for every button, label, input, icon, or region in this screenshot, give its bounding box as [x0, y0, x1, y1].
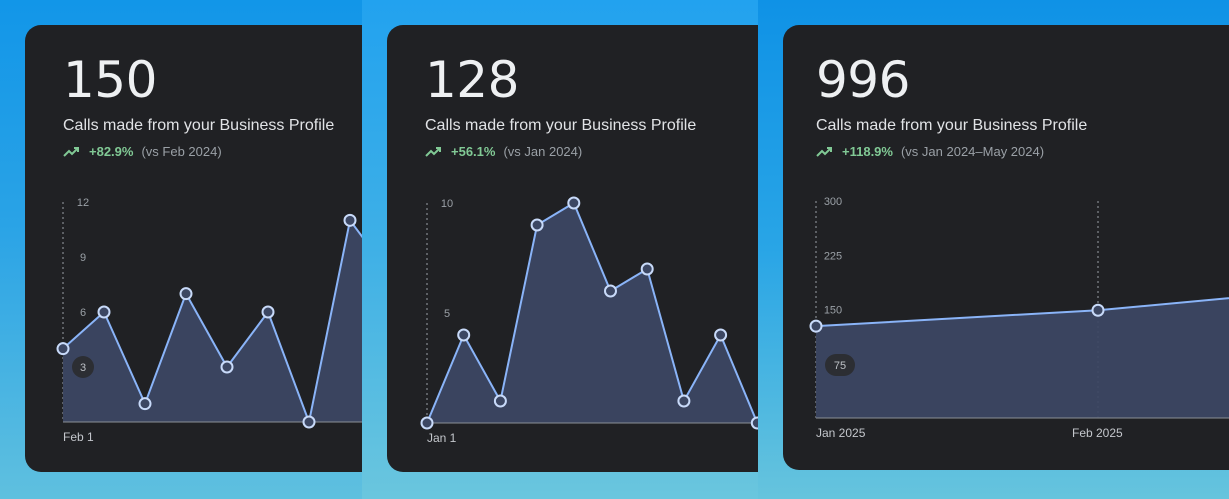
data-point[interactable]: [604, 284, 617, 298]
data-point[interactable]: [809, 319, 823, 333]
data-point[interactable]: [457, 328, 471, 342]
comparison-period: (vs Jan 2024–May 2024): [900, 144, 1045, 159]
data-point[interactable]: [493, 394, 507, 408]
area-fill: [63, 220, 362, 422]
data-point[interactable]: [677, 394, 691, 408]
x-tick-label: Feb 2025: [1072, 426, 1123, 440]
data-point[interactable]: [138, 397, 152, 411]
card-subtitle: Calls made from your Business Profile: [816, 117, 1088, 134]
calls-chart: 150 225 300 Jan 2025 Feb 2025 75: [809, 196, 1229, 440]
x-tick-label: Jan 2025: [816, 426, 866, 440]
card-subtitle: Calls made from your Business Profile: [425, 117, 697, 134]
value-badge-label: 3: [80, 362, 86, 374]
data-point[interactable]: [97, 305, 111, 319]
y-tick-label: 150: [824, 305, 842, 317]
trending-up-icon: [425, 146, 441, 157]
data-point[interactable]: [714, 328, 728, 342]
calls-chart: 5 10 Jan 1: [420, 196, 758, 445]
data-point[interactable]: [530, 218, 544, 232]
comparison-period: (vs Feb 2024): [141, 144, 222, 159]
series-line: [426, 201, 758, 424]
change-percent: +56.1%: [451, 144, 496, 159]
change-percent: +118.9%: [842, 144, 893, 159]
calls-card: 150 Calls made from your Business Profil…: [25, 25, 362, 472]
value-badge: [72, 356, 94, 378]
data-point[interactable]: [220, 360, 234, 374]
y-tick-label: 6: [80, 307, 86, 319]
calls-card: 128 Calls made from your Business Profil…: [387, 25, 758, 472]
y-tick-label: 12: [77, 197, 89, 209]
card-subtitle: Calls made from your Business Profile: [63, 117, 335, 134]
y-tick-label: 300: [824, 196, 842, 208]
panel-calls-jan: 128 Calls made from your Business Profil…: [362, 0, 758, 499]
y-tick-label: 9: [80, 252, 86, 264]
trending-up-icon: [63, 146, 79, 157]
data-point[interactable]: [750, 416, 758, 430]
panel-calls-feb: 150 Calls made from your Business Profil…: [0, 0, 362, 499]
trending-up-icon: [816, 146, 832, 157]
panel-calls-monthly: 996 Calls made from your Business Profil…: [758, 0, 1229, 499]
calls-card: 996 Calls made from your Business Profil…: [783, 25, 1229, 470]
data-point[interactable]: [1091, 303, 1105, 317]
area-fill: [427, 203, 758, 423]
comparison-period: (vs Jan 2024): [503, 144, 583, 159]
value-badge: [825, 354, 855, 376]
data-point[interactable]: [56, 342, 70, 356]
data-point[interactable]: [640, 262, 654, 276]
y-tick-label: 5: [444, 308, 450, 320]
value-badge-label: 75: [834, 360, 846, 372]
data-point[interactable]: [261, 305, 275, 319]
y-tick-label: 225: [824, 250, 842, 262]
y-tick-label: 10: [441, 198, 453, 210]
calls-count: 996: [816, 51, 910, 109]
data-point[interactable]: [179, 287, 193, 301]
x-tick-label: Feb 1: [63, 430, 94, 444]
data-point[interactable]: [567, 196, 581, 210]
calls-count: 128: [425, 51, 519, 109]
x-tick-label: Jan 1: [427, 431, 457, 445]
trend-row: +56.1% (vs Jan 2024): [425, 144, 582, 159]
data-point[interactable]: [343, 213, 357, 227]
calls-count: 150: [63, 51, 157, 109]
area-fill: [816, 298, 1229, 418]
data-point[interactable]: [420, 416, 434, 430]
trend-row: +82.9% (vs Feb 2024): [63, 144, 222, 159]
data-point[interactable]: [302, 415, 316, 429]
calls-chart: 6 9 12 Feb 1 3: [56, 197, 362, 444]
change-percent: +82.9%: [89, 144, 134, 159]
trend-row: +118.9% (vs Jan 2024–May 2024): [816, 144, 1044, 159]
